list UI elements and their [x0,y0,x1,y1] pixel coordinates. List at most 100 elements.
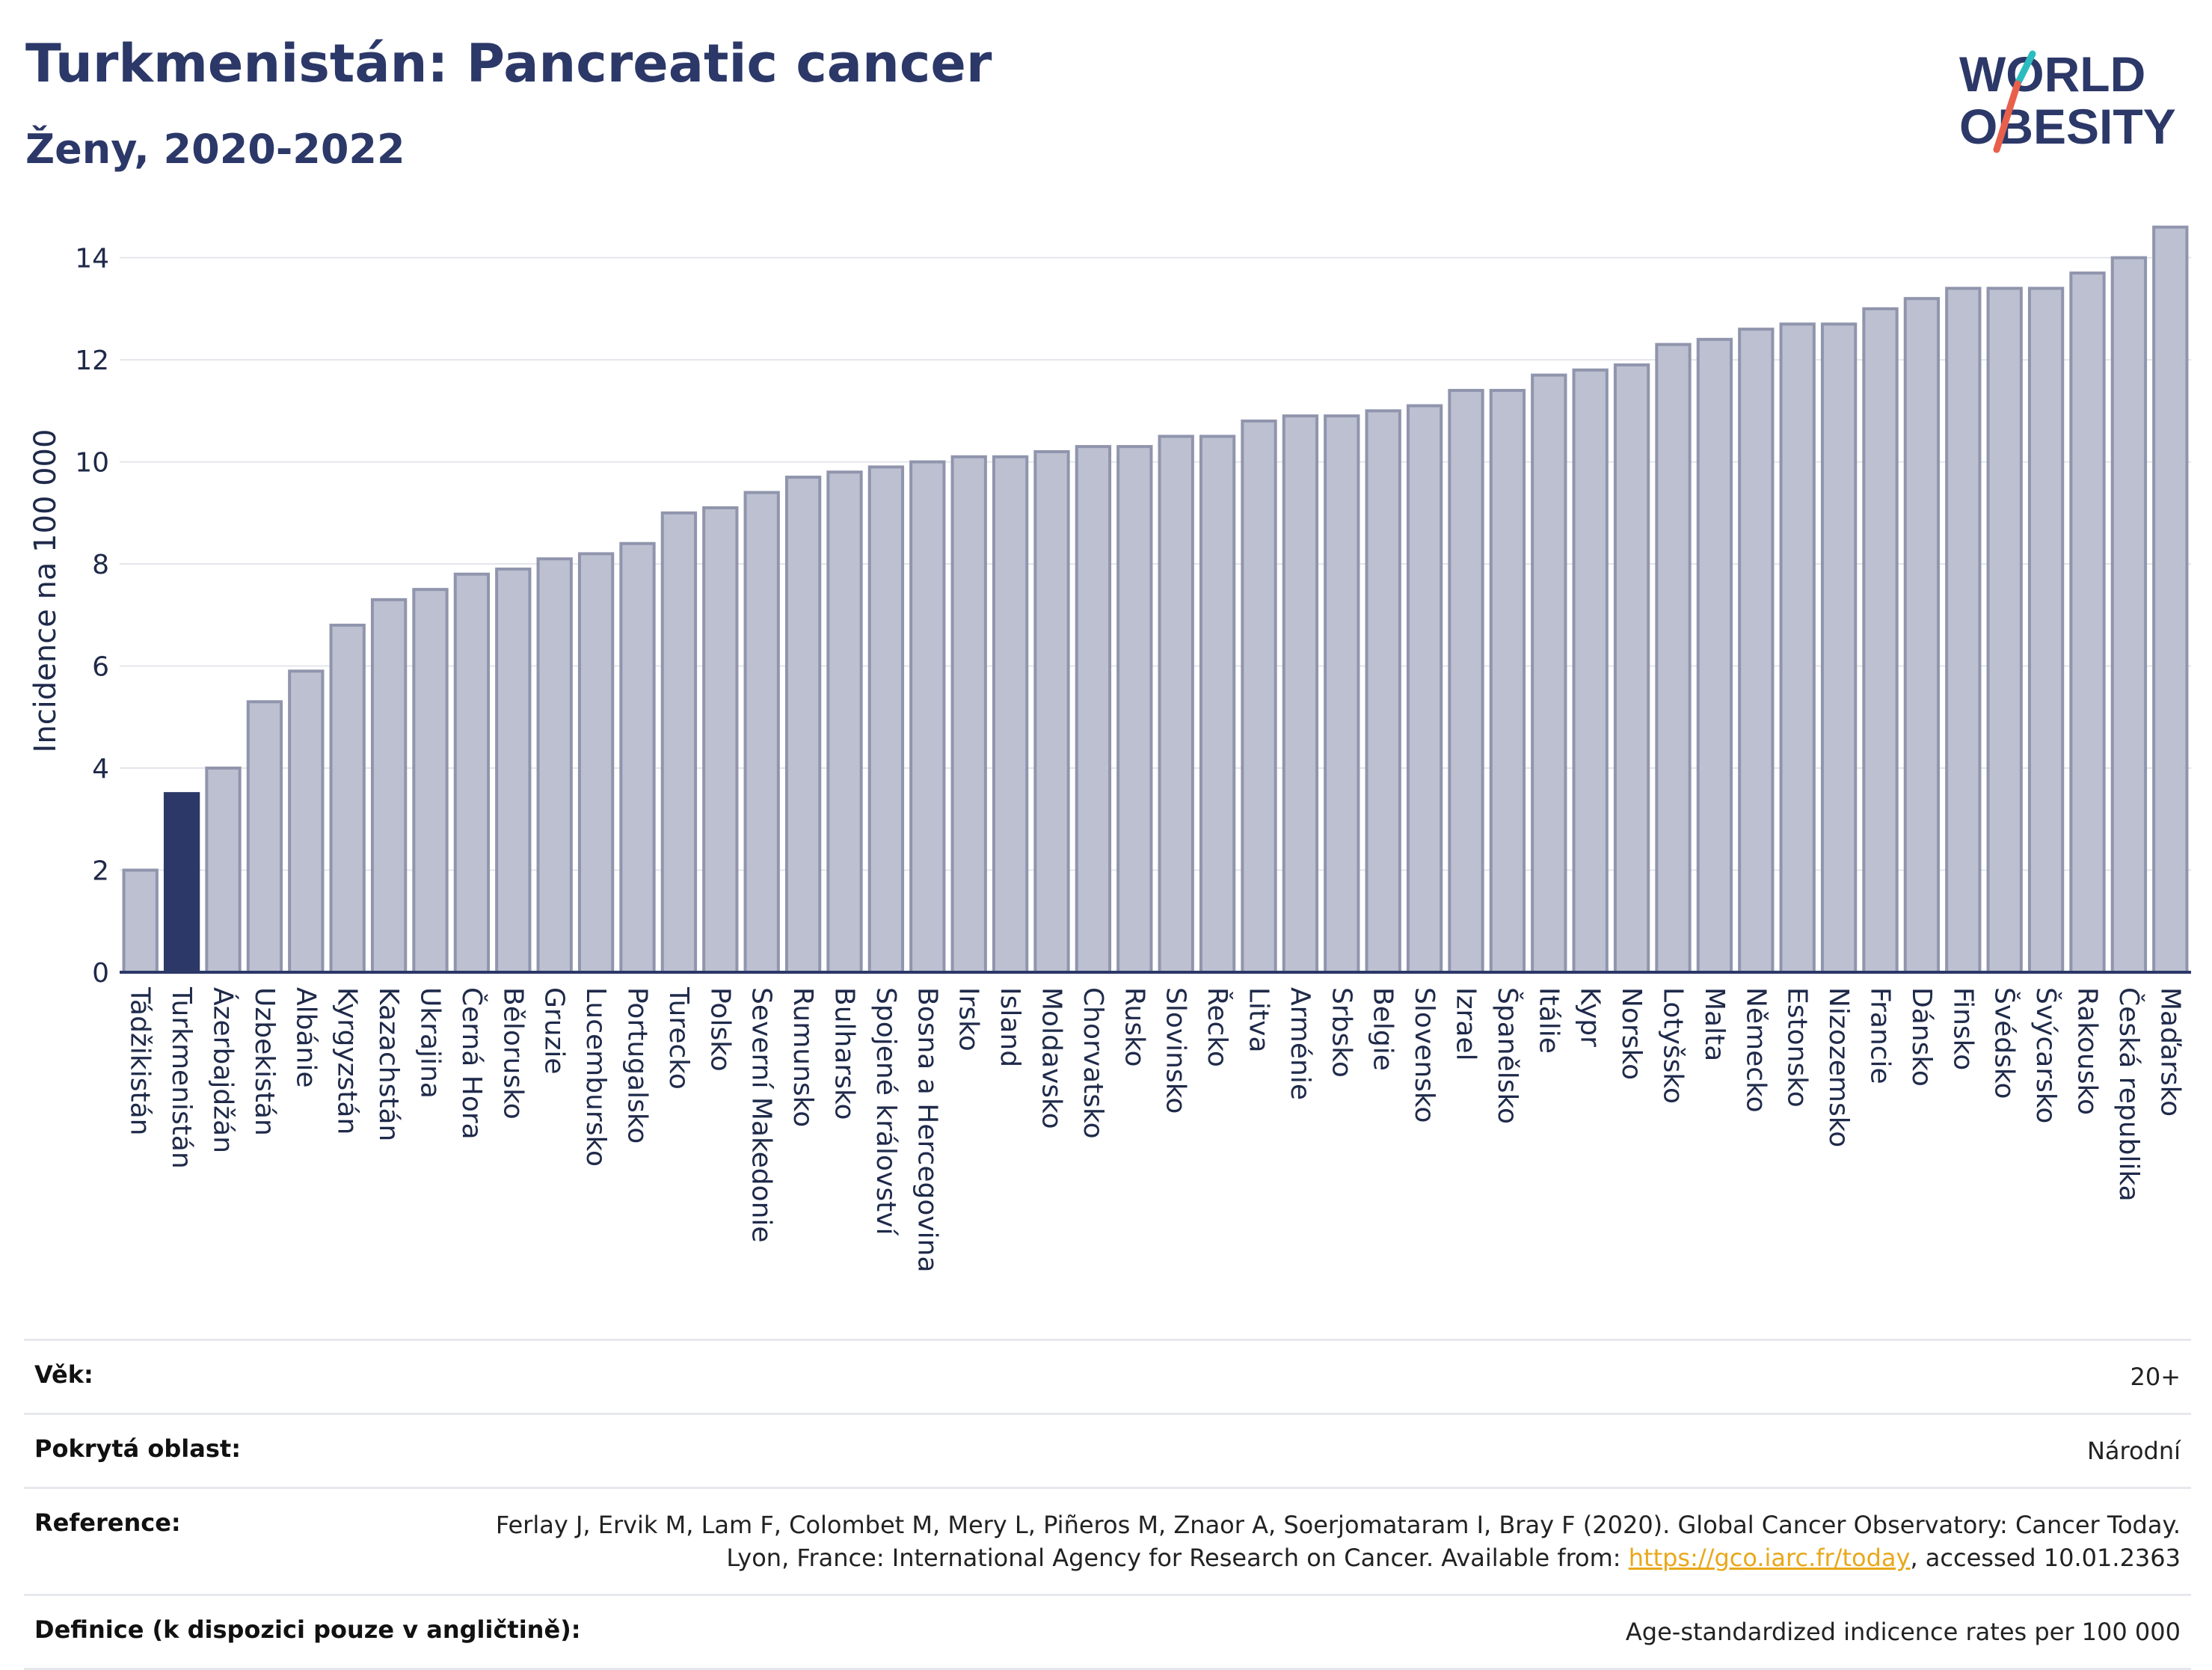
x-tick-label: Albánie [290,987,321,1088]
meta-reference-label: Reference: [34,1508,181,1537]
bar [702,506,739,974]
meta-area-value: Národní [2086,1437,2181,1465]
x-tick-label: Chorvatsko [1078,987,1108,1139]
reference-accessed: , accessed 10.01.2363 [1910,1544,2181,1572]
meta-age-label: Věk: [34,1360,93,1389]
x-tick-label: Arménie [1285,987,1315,1100]
bar [1655,343,1692,974]
x-tick-label: Severní Makedonie [746,987,777,1243]
x-tick-label: Rusko [1119,987,1149,1067]
x-tick-label: Izrael [1451,987,1481,1061]
metadata-table: Věk: 20+ Pokrytá oblast: Národní Referen… [24,1339,2191,1670]
y-tick-label: 10 [75,448,109,479]
x-tick-label: Turecko [663,986,694,1090]
bar [1613,363,1650,974]
bar [1862,307,1899,974]
bar [2152,225,2189,974]
x-tick-label: Kyrgyzstán [332,987,363,1135]
x-tick-label: Tádžikistán [125,986,156,1135]
bar [2069,271,2106,974]
x-tick-label: Gruzie [539,987,570,1075]
x-tick-label: Itálie [1533,987,1564,1054]
bar [619,541,656,974]
x-tick-label: Moldavsko [1036,987,1067,1129]
y-axis-label: Incidence na 100 000 [28,429,63,753]
x-tick-label: Polsko [704,987,735,1072]
bar [536,557,573,974]
bar [1324,414,1360,974]
x-tick-label: Island [995,987,1025,1067]
bar [1158,435,1194,974]
logo-line-1: WORLD [1959,46,2145,102]
x-tick-label: Slovensko [1409,987,1440,1123]
y-tick-label: 12 [75,346,109,376]
x-tick-label: Litva [1244,987,1274,1053]
y-tick-label: 6 [92,652,109,683]
bar [743,491,780,974]
bar [1199,435,1236,974]
x-tick-label: Belgie [1368,987,1398,1071]
bar [992,455,1029,974]
reference-link[interactable]: https://gco.iarc.fr/today [1628,1544,1911,1572]
bar [1531,373,1567,974]
world-obesity-logo: WORLD OBESITY [1959,46,2176,154]
bar [1903,297,1941,974]
bar [246,700,283,974]
axes: 0 2 4 6 8 10 12 14 Tádžikistán Turkmenistán Ázerba… [75,244,2191,1273]
chart-subtitle: Ženy, 2020-2022 [25,126,405,173]
bar [950,455,987,974]
y-tick-label: 0 [92,958,109,989]
meta-area-label: Pokrytá oblast: [34,1434,241,1463]
x-tick-label: Lucembursko [580,987,611,1167]
bar [1033,449,1070,974]
x-tick-label: Kypr [1575,987,1606,1047]
bar [2027,286,2065,974]
bar [2110,256,2148,974]
bar [577,552,615,974]
x-tick-label: Turkmenistán [166,986,197,1169]
y-tick-label: 4 [92,754,109,785]
bar [288,669,325,974]
x-tick-label: Maďarsko [2154,987,2185,1117]
bar-chart: 0 2 4 6 8 10 12 14 Tádžikistán Turkmenistán Ázerba… [28,225,2191,1273]
x-tick-label: Česká republika [2113,987,2145,1202]
bar [1406,404,1443,974]
bar [412,588,449,974]
bar [453,572,491,974]
x-tick-label: Lotyšsko [1658,987,1689,1104]
logo-slash-teal [2014,50,2036,88]
x-tick-label: Malta [1699,987,1730,1061]
bar [1365,409,1401,974]
bar [660,511,698,974]
bar [1986,286,2023,974]
x-tick-label: Bosna a Hercegovina [912,987,942,1273]
x-tick-label: Francie [1865,987,1896,1084]
x-tick-label: Kazachstán [373,987,404,1141]
bar [1696,337,1733,974]
reference-text: Ferlay J, Ervik M, Lam F, Colombet M, Me… [495,1511,2181,1572]
bar [495,567,532,974]
meta-row-definition: Definice (k dispozici pouze v angličtině… [24,1594,2191,1670]
bar [1779,322,1816,974]
x-tick-label: Uzbekistán [249,987,280,1136]
bar [909,460,946,974]
x-tick-label: Rumunsko [787,987,818,1127]
bar [1241,419,1277,974]
logo-slash-red [1993,80,2021,153]
bar [1489,389,1526,974]
bar [205,767,242,974]
bar [329,623,366,974]
x-tick-label: Spojené království [870,987,901,1236]
bar [163,792,200,974]
x-tick-label: Dánsko [1906,987,1937,1087]
meta-row-area: Pokrytá oblast: Národní [24,1413,2191,1487]
meta-row-reference: Reference: Ferlay J, Ervik M, Lam F, Col… [24,1487,2191,1594]
x-tick-label: Norsko [1616,987,1647,1080]
bar [1075,445,1112,974]
bar [1282,414,1319,974]
y-tick-label: 2 [92,856,109,887]
bar [867,465,905,974]
x-tick-label: Švédsko [1989,987,2021,1099]
x-tick-label: Německo [1740,987,1771,1113]
x-tick-label: Slovinsko [1161,987,1191,1114]
